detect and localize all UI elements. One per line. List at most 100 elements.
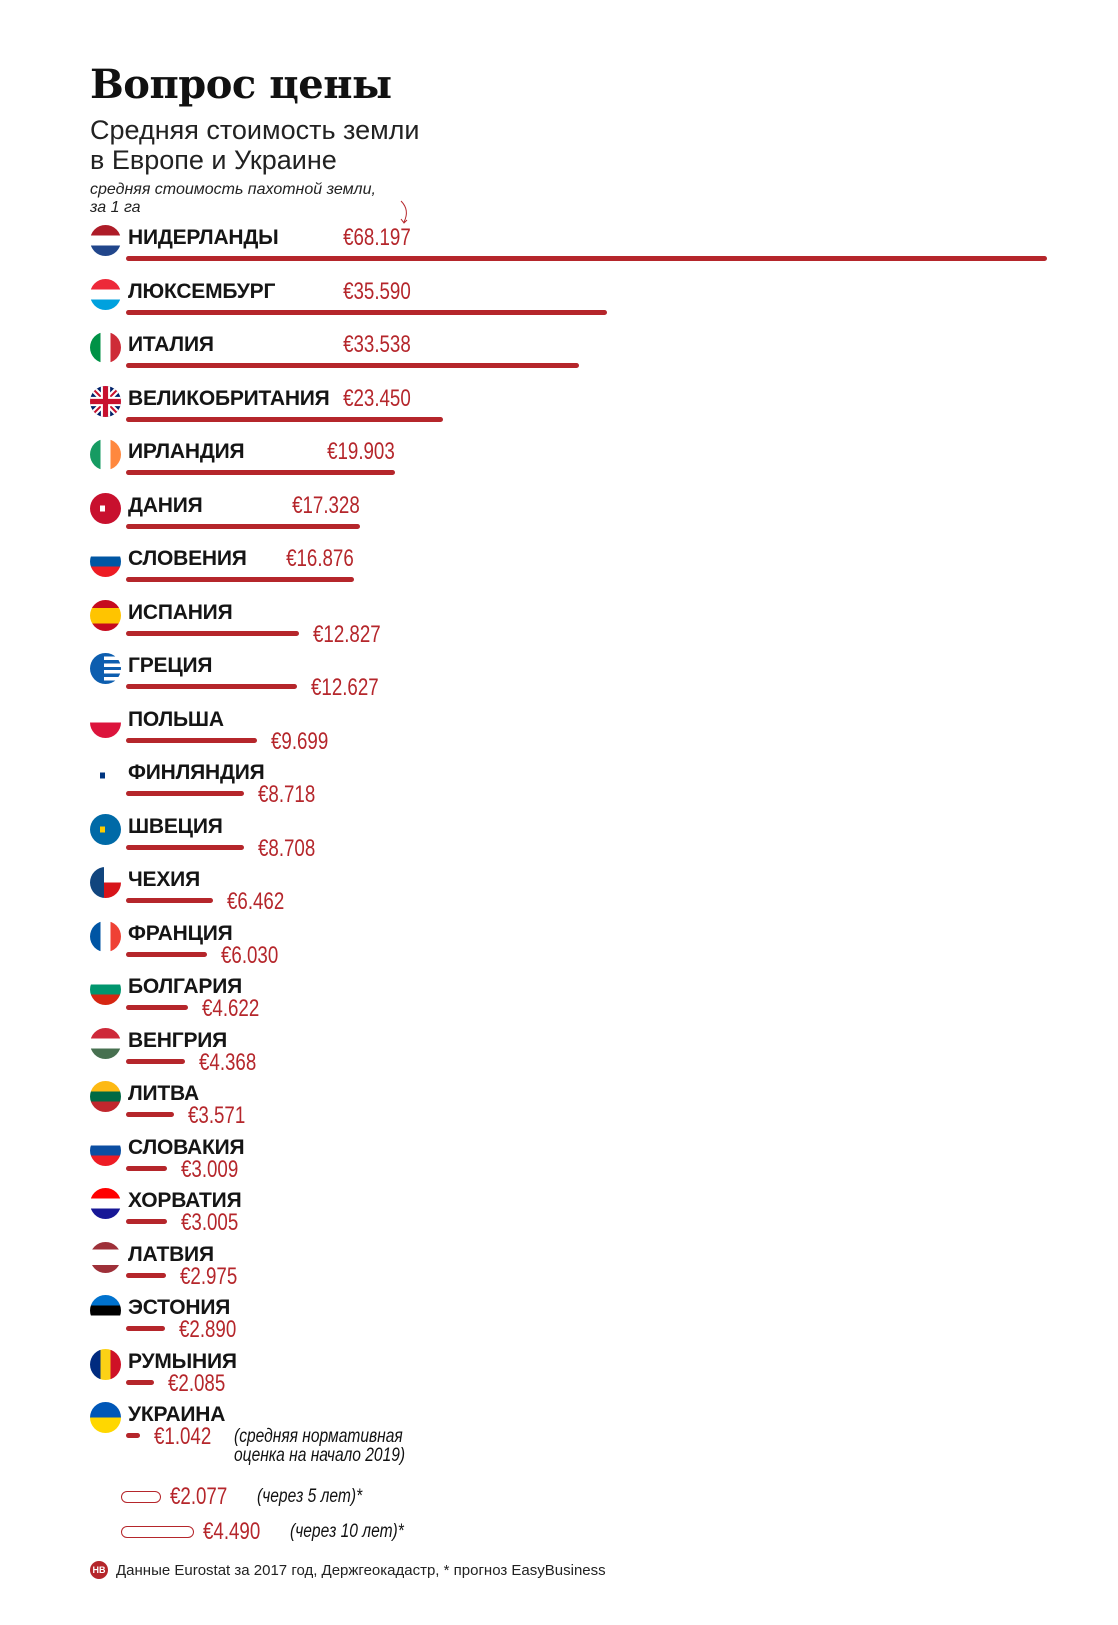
flag-icon: [90, 653, 121, 684]
bar: [126, 630, 300, 636]
value-label: €6.462: [227, 888, 285, 915]
flag-icon: [90, 546, 121, 577]
flag-icon: [90, 492, 121, 524]
country-label: ИТАЛИЯ: [128, 333, 214, 356]
country-label: ЭСТОНИЯ: [128, 1296, 231, 1319]
unit-note-line-2: за 1 га: [90, 199, 141, 216]
subtitle-line-2: в Европе и Украине: [90, 145, 337, 175]
forecast-note: (через 10 лет)*: [289, 1521, 404, 1542]
bar-row: БОЛГАРИЯ €4.622: [0, 974, 1118, 1028]
bar: [126, 309, 607, 315]
bar-row: СЛОВЕНИЯ €16.876: [0, 546, 1118, 600]
country-label: УКРАИНА: [128, 1403, 226, 1426]
bar-row: ГРЕЦИЯ €12.627: [0, 653, 1118, 707]
country-label: РУМЫНИЯ: [128, 1349, 237, 1373]
bar-row: ИРЛАНДИЯ €19.903: [0, 439, 1118, 493]
flag-icon: [90, 760, 121, 791]
forecast-bar: [121, 1526, 194, 1538]
value-label: €4.368: [198, 1048, 257, 1076]
bar-row: ДАНИЯ €17.328: [0, 491, 1118, 547]
country-label: НИДЕРЛАНДЫ: [128, 226, 279, 249]
value-label: €19.903: [327, 438, 395, 465]
flag-icon: [90, 1081, 121, 1112]
ukraine-note: (средняя нормативная оценка на начало 201…: [234, 1427, 405, 1465]
chart-title: Вопрос цены: [90, 61, 392, 108]
flag-icon: [90, 278, 121, 310]
bar-row: ХОРВАТИЯ €3.005: [0, 1188, 1118, 1242]
forecast-bar: [121, 1491, 162, 1503]
unit-note-line-1: средняя стоимость пахотной земли,: [90, 181, 376, 198]
bar: [126, 951, 208, 957]
bar: [126, 523, 360, 529]
value-label: €8.708: [257, 834, 315, 862]
value-label: €35.590: [343, 277, 411, 305]
country-label: ИРЛАНДИЯ: [128, 440, 245, 463]
bar: [126, 737, 257, 743]
flag-icon: [90, 1402, 121, 1433]
flag-icon: [90, 1348, 121, 1380]
bar-row: ФИНЛЯНДИЯ €8.718: [0, 760, 1118, 814]
flag-icon: [90, 439, 121, 470]
bar: [126, 844, 244, 850]
bar-row: ЛИТВА €3.571: [0, 1081, 1118, 1135]
bar-row: СЛОВАКИЯ €3.009: [0, 1134, 1118, 1189]
value-label: €2.890: [179, 1316, 237, 1343]
value-label: €3.571: [188, 1102, 246, 1129]
value-label: €2.975: [180, 1262, 238, 1290]
country-label: ШВЕЦИЯ: [128, 814, 223, 838]
bar: [126, 1112, 175, 1117]
flag-icon: [90, 1027, 121, 1059]
ukraine-note-line-1: (средняя нормативная: [234, 1426, 403, 1447]
bar: [126, 363, 579, 368]
value-label: €16.876: [286, 545, 354, 572]
value-label: €4.622: [202, 995, 260, 1022]
pointer-arrow-icon: [400, 200, 408, 224]
value-label: €9.699: [270, 727, 329, 755]
country-label: СЛОВЕНИЯ: [128, 547, 247, 570]
value-label: €6.030: [221, 941, 279, 969]
bar-row: ШВЕЦИЯ €8.708: [0, 813, 1118, 868]
source-footer: НВ Данные Eurostat за 2017 год, Держгеок…: [90, 1561, 606, 1579]
forecast-note: (через 5 лет)*: [257, 1486, 363, 1507]
flag-icon: [90, 1295, 121, 1326]
bar-row: ЭСТОНИЯ €2.890: [0, 1295, 1118, 1349]
bar: [126, 577, 354, 582]
bar: [126, 1005, 189, 1010]
source-text: Данные Eurostat за 2017 год, Держгеокада…: [116, 1561, 606, 1579]
subtitle-line-1: Средняя стоимость земли: [90, 115, 420, 145]
flag-icon: [90, 225, 121, 256]
country-label: ВЕЛИКОБРИТАНИЯ: [128, 386, 330, 410]
value-label: €12.627: [310, 674, 379, 701]
forecast-row: €2.077 (через 5 лет)*: [0, 1482, 1118, 1536]
country-label: ФРАНЦИЯ: [128, 921, 233, 945]
flag-icon: [90, 813, 121, 845]
flag-icon: [90, 1188, 121, 1219]
country-label: ЛЮКСЕМБУРГ: [128, 279, 276, 303]
bar: [126, 898, 214, 903]
value-label: €2.085: [168, 1369, 226, 1397]
bar-row: ЛАТВИЯ €2.975: [0, 1241, 1118, 1296]
flag-icon: [90, 706, 121, 738]
country-label: ГРЕЦИЯ: [128, 654, 213, 677]
ukraine-note-line-2: оценка на начало 2019): [234, 1445, 406, 1466]
country-label: ЧЕХИЯ: [128, 868, 200, 891]
bar: [126, 1165, 167, 1171]
value-label: €68.197: [343, 224, 411, 251]
country-label: ЛАТВИЯ: [128, 1242, 214, 1266]
bar: [126, 791, 244, 796]
country-label: ВЕНГРИЯ: [128, 1028, 228, 1052]
country-label: БОЛГАРИЯ: [128, 975, 242, 998]
forecast-value: €4.490: [202, 1518, 260, 1545]
value-label: €12.827: [313, 620, 381, 648]
bar: [126, 1433, 141, 1438]
bar: [126, 1058, 185, 1064]
flag-icon: [90, 332, 121, 363]
value-label: €33.538: [343, 331, 411, 358]
country-label: ФИНЛЯНДИЯ: [128, 761, 265, 784]
country-label: ЛИТВА: [128, 1082, 199, 1105]
nv-logo-icon: НВ: [90, 1561, 108, 1579]
bar: [126, 416, 443, 422]
country-label: ХОРВАТИЯ: [128, 1189, 242, 1212]
value-label: €17.328: [292, 491, 361, 519]
chart-subtitle: Средняя стоимость земли в Европе и Украи…: [90, 115, 420, 175]
